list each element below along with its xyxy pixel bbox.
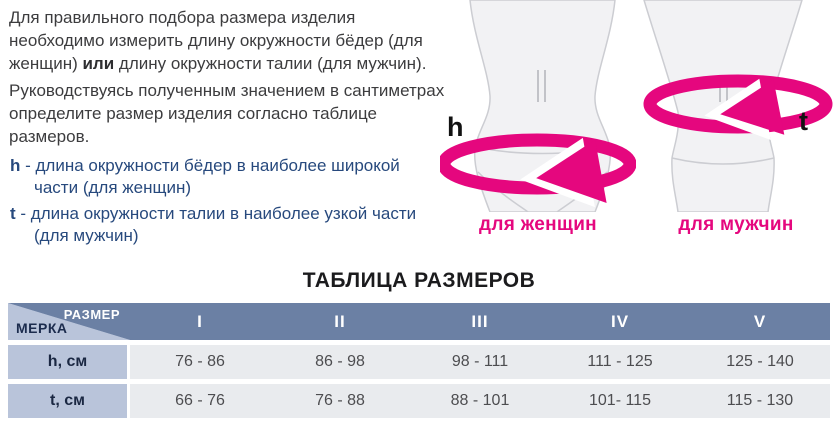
table-row-waist: t, см 66 - 76 76 - 88 88 - 101 101- 115 … <box>8 384 830 418</box>
intro-p1-text: Для правильного подбора размера изделия … <box>9 8 423 73</box>
intro-paragraph-1: Для правильного подбора размера изделия … <box>9 6 447 75</box>
size-table-header-row: РАЗМЕР МЕРКА I II III IV V <box>8 303 830 340</box>
cell-t-size-4: 101- 115 <box>550 384 690 418</box>
corner-measure-label: МЕРКА <box>16 320 68 336</box>
size-table-corner-cell: РАЗМЕР МЕРКА <box>8 303 130 340</box>
cell-t-size-2: 76 - 88 <box>270 384 410 418</box>
legend-item-h: h - длина окружности бёдер в наиболее ши… <box>10 155 426 199</box>
legend-t-text: - длина окружности талии в наиболее узко… <box>20 204 417 245</box>
cell-h-size-2: 86 - 98 <box>270 345 410 379</box>
legend-t-key: t <box>10 204 16 223</box>
intro-p1-text-end: длину окружности талии (для мужчин). <box>114 54 427 73</box>
row-label-t: t, см <box>8 384 130 418</box>
column-header-size-2: II <box>334 311 346 331</box>
row-label-h: h, см <box>8 345 130 379</box>
legend-h-key: h <box>10 156 21 175</box>
female-torso-illustration <box>440 0 636 212</box>
cell-h-size-5: 125 - 140 <box>690 345 830 379</box>
male-torso-illustration <box>643 0 833 212</box>
column-header-size-1: I <box>197 311 203 331</box>
corner-size-label: РАЗМЕР <box>63 307 120 322</box>
caption-for-women: для женщин <box>479 214 597 235</box>
size-table: РАЗМЕР МЕРКА I II III IV V h, см 76 - 86… <box>8 303 830 418</box>
cell-h-size-4: 111 - 125 <box>550 345 690 379</box>
intro-paragraph-2: Руководствуясь полученным значением в са… <box>9 81 445 146</box>
table-row-hip: h, см 76 - 86 86 - 98 98 - 111 111 - 125… <box>8 345 830 379</box>
waist-measure-arrow-icon <box>643 74 833 140</box>
cell-h-size-1: 76 - 86 <box>130 345 270 379</box>
cell-t-size-5: 115 - 130 <box>690 384 830 418</box>
legend-item-t: t - длина окружности талии в наиболее уз… <box>10 203 426 247</box>
column-header-size-5: V <box>753 311 767 331</box>
waist-measure-letter: t <box>799 106 808 136</box>
shorts-top-line <box>671 157 775 165</box>
caption-for-men: для мужчин <box>678 214 794 235</box>
column-header-size-4: IV <box>610 311 630 331</box>
legend-h-text: - длина окружности бёдер в наиболее широ… <box>25 156 400 197</box>
cell-h-size-3: 98 - 111 <box>410 345 550 379</box>
column-header-size-3: III <box>471 311 489 331</box>
cell-t-size-1: 66 - 76 <box>130 384 270 418</box>
hip-measure-arrow-icon <box>440 133 636 208</box>
intro-p1-bold-word: или <box>82 54 115 73</box>
size-table-title: ТАБЛИЦА РАЗМЕРОВ <box>302 269 536 292</box>
cell-t-size-3: 88 - 101 <box>410 384 550 418</box>
hip-measure-letter: h <box>447 112 464 142</box>
